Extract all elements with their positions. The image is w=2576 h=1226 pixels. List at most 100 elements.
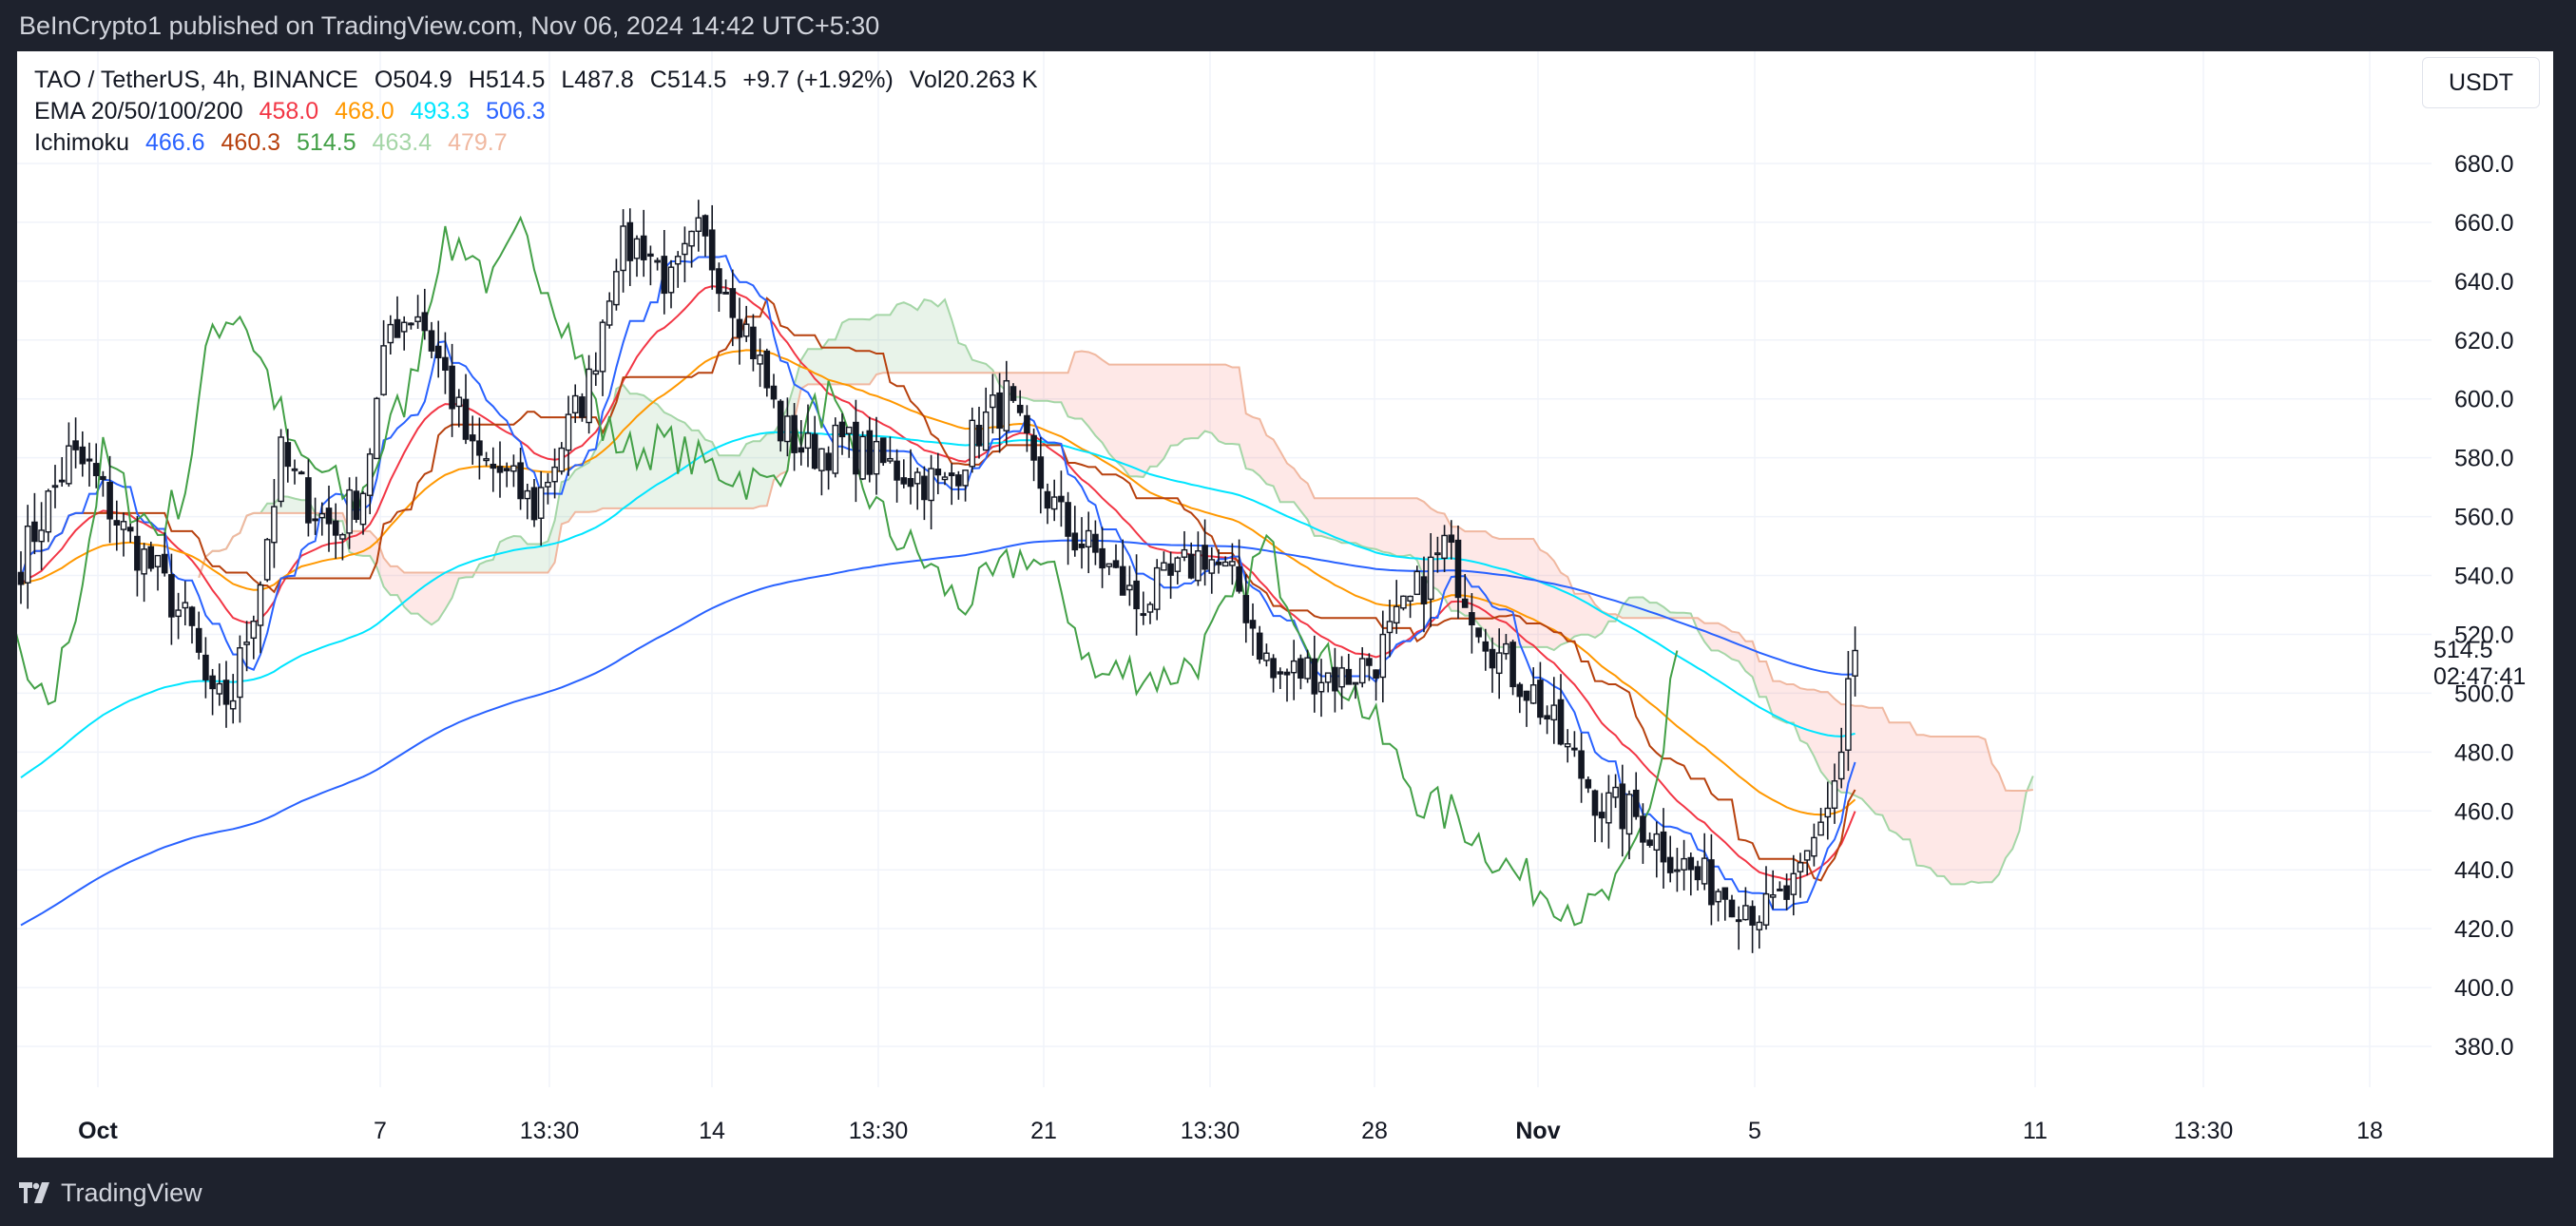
candle-body-up — [346, 488, 353, 534]
candle — [1571, 731, 1578, 757]
candle — [832, 417, 839, 478]
candle-body-up — [586, 368, 592, 424]
candle-body-down — [1708, 859, 1715, 906]
x-tick-label: 18 — [2356, 1118, 2383, 1144]
candle — [606, 292, 613, 329]
lagging-span-line — [17, 215, 1679, 927]
candle — [586, 354, 592, 434]
ema-row[interactable]: EMA 20/50/100/200 458.0 468.0 493.3 506.… — [34, 96, 1038, 127]
candle-body-up — [374, 397, 380, 460]
candle-body-down — [408, 322, 414, 326]
candle-body-down — [188, 606, 196, 626]
candle-body-down — [579, 396, 586, 418]
ichimoku-conversion-value: 466.6 — [145, 129, 205, 156]
candle-body-down — [1373, 669, 1379, 679]
open-value: O504.9 — [374, 67, 452, 93]
candle — [1420, 556, 1428, 633]
candle-body-down — [147, 546, 155, 569]
candle — [229, 674, 237, 724]
candle — [476, 417, 483, 480]
ema100-value: 493.3 — [410, 98, 471, 125]
candle-body-down — [1215, 561, 1222, 565]
x-tick-label: 13:30 — [849, 1118, 909, 1144]
candle-body-down — [1187, 553, 1195, 579]
candle — [1167, 551, 1174, 599]
candle-body-up — [414, 316, 421, 322]
ichimoku-base-value: 460.3 — [221, 129, 281, 156]
candle — [1009, 383, 1017, 403]
candle-body-down — [879, 437, 887, 464]
ichimoku-row[interactable]: Ichimoku 466.6 460.3 514.5 463.4 479.7 — [34, 127, 1038, 159]
candle — [1640, 803, 1646, 864]
candle — [394, 296, 401, 338]
candle-body-down — [462, 398, 470, 440]
candle — [1537, 661, 1544, 725]
candle — [811, 415, 818, 470]
candle — [510, 454, 517, 488]
candle — [674, 251, 682, 288]
candle — [72, 417, 79, 469]
candle-body-up — [366, 453, 374, 496]
candle-body-down — [921, 475, 928, 501]
currency-button[interactable]: USDT — [2422, 57, 2540, 108]
candle-body-up — [873, 440, 880, 475]
candle — [1666, 835, 1674, 883]
candle-body-up — [455, 396, 463, 408]
candle-body-down — [838, 421, 846, 438]
candle-body-down — [1571, 747, 1578, 751]
candle — [353, 476, 360, 524]
tradingview-logo[interactable]: TradingView — [19, 1178, 202, 1207]
candle-body-down — [661, 256, 668, 295]
candle — [1811, 823, 1817, 867]
candle — [66, 422, 72, 488]
candle — [1112, 544, 1120, 569]
candle — [633, 235, 641, 278]
candle — [1187, 542, 1195, 580]
candle — [722, 279, 729, 295]
candle — [428, 321, 435, 359]
candle — [469, 415, 476, 465]
chart-panel[interactable]: 380.0 400.0 420.0 440.0 460.0 480.0 500.0 520.0… — [17, 51, 2553, 1158]
candle-body-down — [1749, 906, 1756, 926]
candle-body-down — [1078, 544, 1086, 548]
candle-body-up — [545, 481, 551, 488]
candle-body-up — [51, 485, 59, 488]
candle — [250, 615, 258, 660]
candle-body-up — [243, 642, 250, 645]
candle — [818, 448, 825, 496]
candle — [1324, 672, 1332, 693]
candle-body-down — [1544, 715, 1550, 720]
candle — [1448, 520, 1455, 560]
candle — [1749, 900, 1756, 953]
y-tick-label: 460.0 — [2454, 798, 2514, 825]
candle — [278, 429, 284, 508]
candle — [120, 512, 127, 557]
candle-body-up — [141, 548, 147, 575]
candle-body-down — [490, 463, 497, 469]
footer: TradingView — [0, 1158, 2576, 1226]
candle-body-up — [688, 230, 695, 247]
candle — [154, 554, 162, 591]
candle-body-up — [682, 242, 688, 256]
candle-body-up — [928, 468, 934, 502]
candle-body-up — [1338, 667, 1345, 688]
candle — [1153, 559, 1161, 621]
candle — [1270, 654, 1277, 693]
price-chart[interactable]: 380.0 400.0 420.0 440.0 460.0 480.0 500.0 520.0… — [17, 51, 2553, 1158]
candle-body-up — [613, 271, 620, 306]
candle-body-up — [1427, 556, 1434, 601]
ema50-value: 468.0 — [335, 98, 394, 125]
chart-legend: TAO / TetherUS, 4h, BINANCE O504.9 H514.… — [34, 65, 1038, 159]
candle-body-up — [1085, 529, 1092, 548]
candle — [271, 478, 278, 568]
candle — [134, 516, 141, 597]
candle — [1660, 808, 1667, 889]
candle — [462, 374, 470, 445]
symbol-row: TAO / TetherUS, 4h, BINANCE O504.9 H514.… — [34, 65, 1038, 96]
candle — [1393, 580, 1400, 634]
candle — [86, 442, 93, 487]
candle-body-down — [1140, 613, 1147, 617]
y-axis: 380.0 400.0 420.0 440.0 460.0 480.0 500.0 520.0… — [2454, 151, 2514, 1061]
ichimoku-lagging-value: 514.5 — [297, 129, 356, 156]
candle — [126, 523, 134, 543]
